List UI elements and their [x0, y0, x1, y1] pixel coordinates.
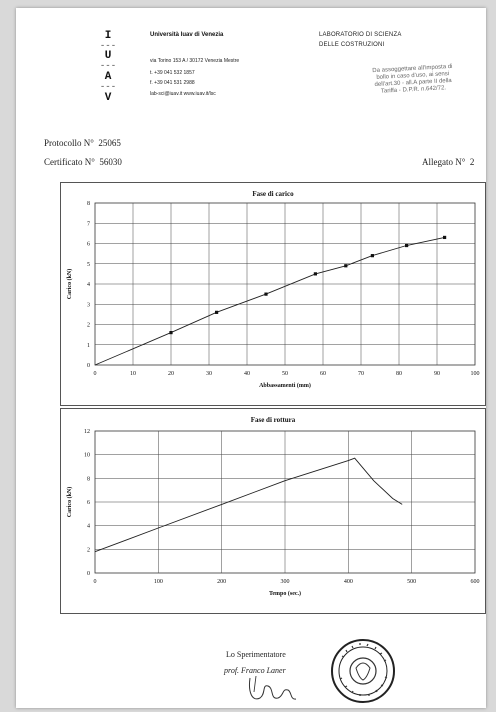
allegato: Allegato N° 2 [422, 157, 474, 167]
signature-name: prof. Franco Laner [224, 666, 286, 675]
y-tick-label: 2 [87, 323, 90, 329]
series-line [94, 236, 445, 366]
x-tick-label: 0 [94, 371, 97, 377]
y-tick-label: 6 [87, 500, 90, 506]
y-tick-label: 8 [87, 476, 90, 482]
x-tick-label: 60 [320, 371, 326, 377]
x-tick-label: 0 [94, 579, 97, 585]
load-phase-chart: Fase di carico 0 10 20 30 40 50 60 70 80 90 100 0 1 2 3… [66, 190, 480, 389]
lab-name-line1: LABORATORIO DI SCIENZA [319, 32, 402, 38]
load-phase-chart-frame: Fase di carico 0 10 20 30 40 50 60 70 80 90 100 0 1 2 3… [60, 182, 486, 406]
protocollo: Protocollo N° 25065 [44, 138, 121, 148]
logo-letter-u: U [104, 50, 112, 62]
data-point [405, 243, 409, 248]
data-point [264, 292, 268, 296]
protocollo-label: Protocollo N° [44, 138, 94, 148]
email-web: lab-sci@iuav.it www.iuav.it/lsc [150, 91, 216, 97]
x-tick-label: 300 [281, 579, 290, 585]
x-tick-label: 500 [407, 579, 416, 585]
x-axis-label: Abbassamenti (mm) [259, 382, 311, 389]
failure-phase-chart: Fase di rottura 0 100 200 300 400 500 600 0 2 4 6 8 1… [66, 416, 480, 597]
x-tick-label: 40 [244, 371, 250, 377]
x-tick-label: 100 [154, 579, 163, 585]
y-tick-label: 6 [87, 242, 90, 248]
y-tick-label: 4 [87, 524, 90, 530]
x-tick-label: 20 [168, 371, 174, 377]
logo-dash: --- [99, 82, 117, 92]
phone: t. +39 041 532 1857 [150, 70, 195, 76]
certificato: Certificato N° 56030 [44, 157, 122, 167]
y-tick-label: 10 [84, 453, 90, 459]
y-tick-label: 0 [87, 571, 90, 577]
data-point [370, 254, 374, 258]
data-point [215, 310, 219, 314]
data-point [344, 264, 348, 268]
protocollo-value: 25065 [98, 138, 121, 148]
y-tick-label: 3 [87, 302, 90, 308]
logo-dash: --- [99, 61, 117, 71]
y-tick-label: 0 [87, 363, 90, 369]
x-tick-label: 90 [434, 371, 440, 377]
x-tick-label: 10 [130, 371, 136, 377]
tax-stamp-note: Da assoggettare all'imposta di bollo in … [372, 63, 453, 95]
official-seal [331, 639, 395, 703]
fax: f. +39 041 531 2988 [150, 80, 195, 86]
y-tick-label: 5 [87, 262, 90, 268]
university-name: Università Iuav di Venezia [150, 32, 224, 38]
certificate-page: I --- U --- A --- V Università Iuav di V… [16, 8, 486, 708]
y-axis-label: Carico (kN) [66, 487, 73, 518]
x-tick-label: 200 [217, 579, 226, 585]
logo-letter-i: I [104, 30, 112, 42]
handwritten-signature [249, 675, 297, 700]
x-tick-label: 50 [282, 371, 288, 377]
y-tick-label: 2 [87, 547, 90, 553]
x-tick-label: 70 [358, 371, 364, 377]
y-axis-label: Carico (kN) [66, 269, 73, 300]
logo-dash: --- [99, 41, 117, 51]
data-point [313, 272, 317, 276]
y-tick-label: 8 [87, 201, 90, 207]
certificato-value: 56030 [99, 157, 122, 167]
allegato-value: 2 [469, 157, 475, 167]
x-tick-label: 100 [471, 371, 480, 377]
data-point [443, 235, 447, 240]
y-tick-label: 1 [87, 343, 90, 349]
logo-letter-v: V [104, 92, 112, 104]
chart-title: Fase di carico [252, 190, 294, 198]
chart-title: Fase di rottura [251, 416, 296, 424]
x-axis-label: Tempo (sec.) [269, 590, 301, 597]
logo-letter-a: A [104, 71, 112, 83]
y-tick-label: 4 [87, 282, 90, 288]
x-tick-label: 30 [206, 371, 212, 377]
lab-name-line2: DELLE COSTRUZIONI [319, 42, 385, 48]
x-tick-label: 80 [396, 371, 402, 377]
data-point [169, 331, 173, 335]
series-line [94, 457, 403, 553]
x-tick-label: 400 [344, 579, 353, 585]
y-tick-label: 12 [84, 429, 90, 435]
certificato-label: Certificato N° [44, 157, 95, 167]
failure-phase-chart-frame: Fase di rottura 0 100 200 300 400 500 600 0 2 4 6 8 1… [60, 408, 486, 614]
allegato-label: Allegato N° [422, 157, 466, 167]
x-tick-label: 600 [471, 579, 480, 585]
address: via Torino 153 A / 30172 Venezia Mestre [150, 58, 240, 64]
signature-title: Lo Sperimentatore [226, 650, 286, 659]
y-tick-label: 7 [87, 221, 90, 227]
